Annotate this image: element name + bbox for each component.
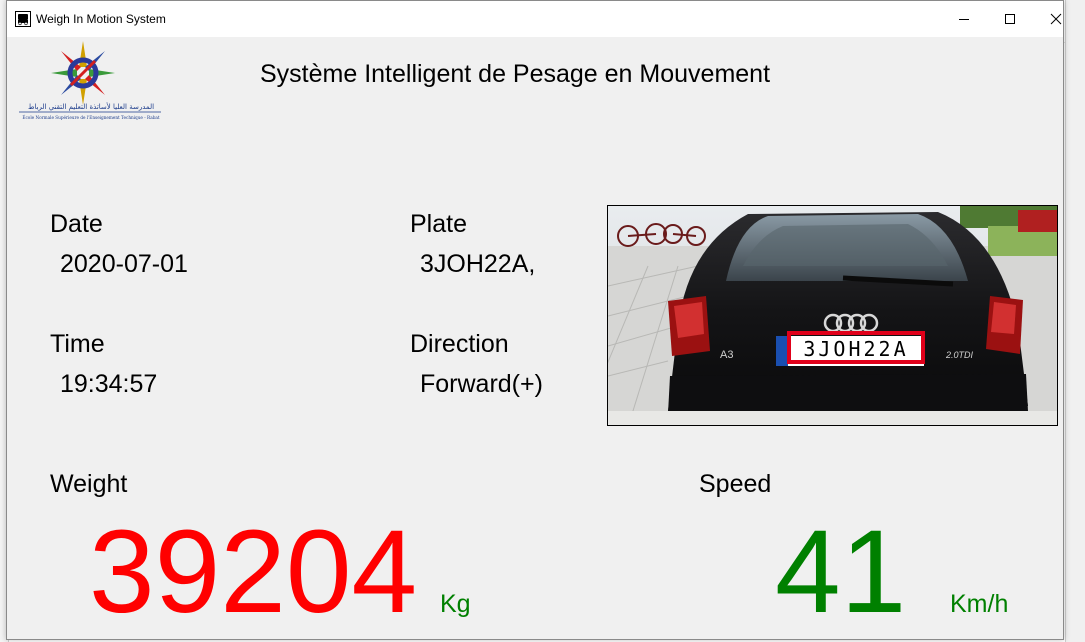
engine-badge-text: 2.0TDI — [945, 350, 974, 360]
close-icon — [1050, 13, 1062, 25]
window-title: Weigh In Motion System — [36, 12, 166, 26]
model-badge-text: A3 — [720, 349, 733, 361]
maximize-button[interactable] — [987, 1, 1033, 37]
plate-value: 3JOH22A, — [420, 250, 536, 278]
maximize-icon — [1005, 14, 1015, 24]
plate-label: Plate — [410, 210, 467, 238]
weight-label: Weight — [50, 470, 128, 498]
background-window-right-edge — [1065, 0, 1085, 642]
time-value: 19:34:57 — [60, 370, 158, 398]
school-logo: المدرسة العليا لأساتذة التعليم التقني ال… — [19, 41, 161, 120]
date-value: 2020-07-01 — [60, 250, 188, 278]
date-label: Date — [50, 210, 103, 238]
direction-label: Direction — [410, 330, 509, 358]
time-label: Time — [50, 330, 105, 358]
close-button[interactable] — [1033, 1, 1079, 37]
weight-unit: Kg — [440, 590, 471, 618]
page-title: Système Intelligent de Pesage en Mouveme… — [260, 60, 771, 88]
speed-value: 41 — [775, 506, 907, 638]
plate-text: 3JOH22A — [803, 337, 908, 361]
vehicle-photo-image: A3 2.0TDI 3JOH22A — [608, 206, 1057, 425]
speed-label: Speed — [699, 470, 772, 498]
vehicle-photo: A3 2.0TDI 3JOH22A — [607, 205, 1058, 426]
logo-arabic-text: المدرسة العليا لأساتذة التعليم التقني ال… — [28, 102, 154, 111]
logo-french-text: École Normale Supérieure de l'Enseigneme… — [22, 115, 160, 120]
app-window-icon — [15, 11, 31, 27]
weight-value: 39204 — [89, 506, 418, 638]
direction-value: Forward(+) — [420, 370, 543, 398]
minimize-icon — [959, 19, 969, 20]
speed-unit: Km/h — [950, 590, 1009, 618]
title-bar[interactable]: Weigh In Motion System — [7, 1, 1063, 37]
plate-detection-box — [787, 331, 925, 364]
minimize-button[interactable] — [941, 1, 987, 37]
main-window: Weigh In Motion System — [6, 0, 1064, 640]
